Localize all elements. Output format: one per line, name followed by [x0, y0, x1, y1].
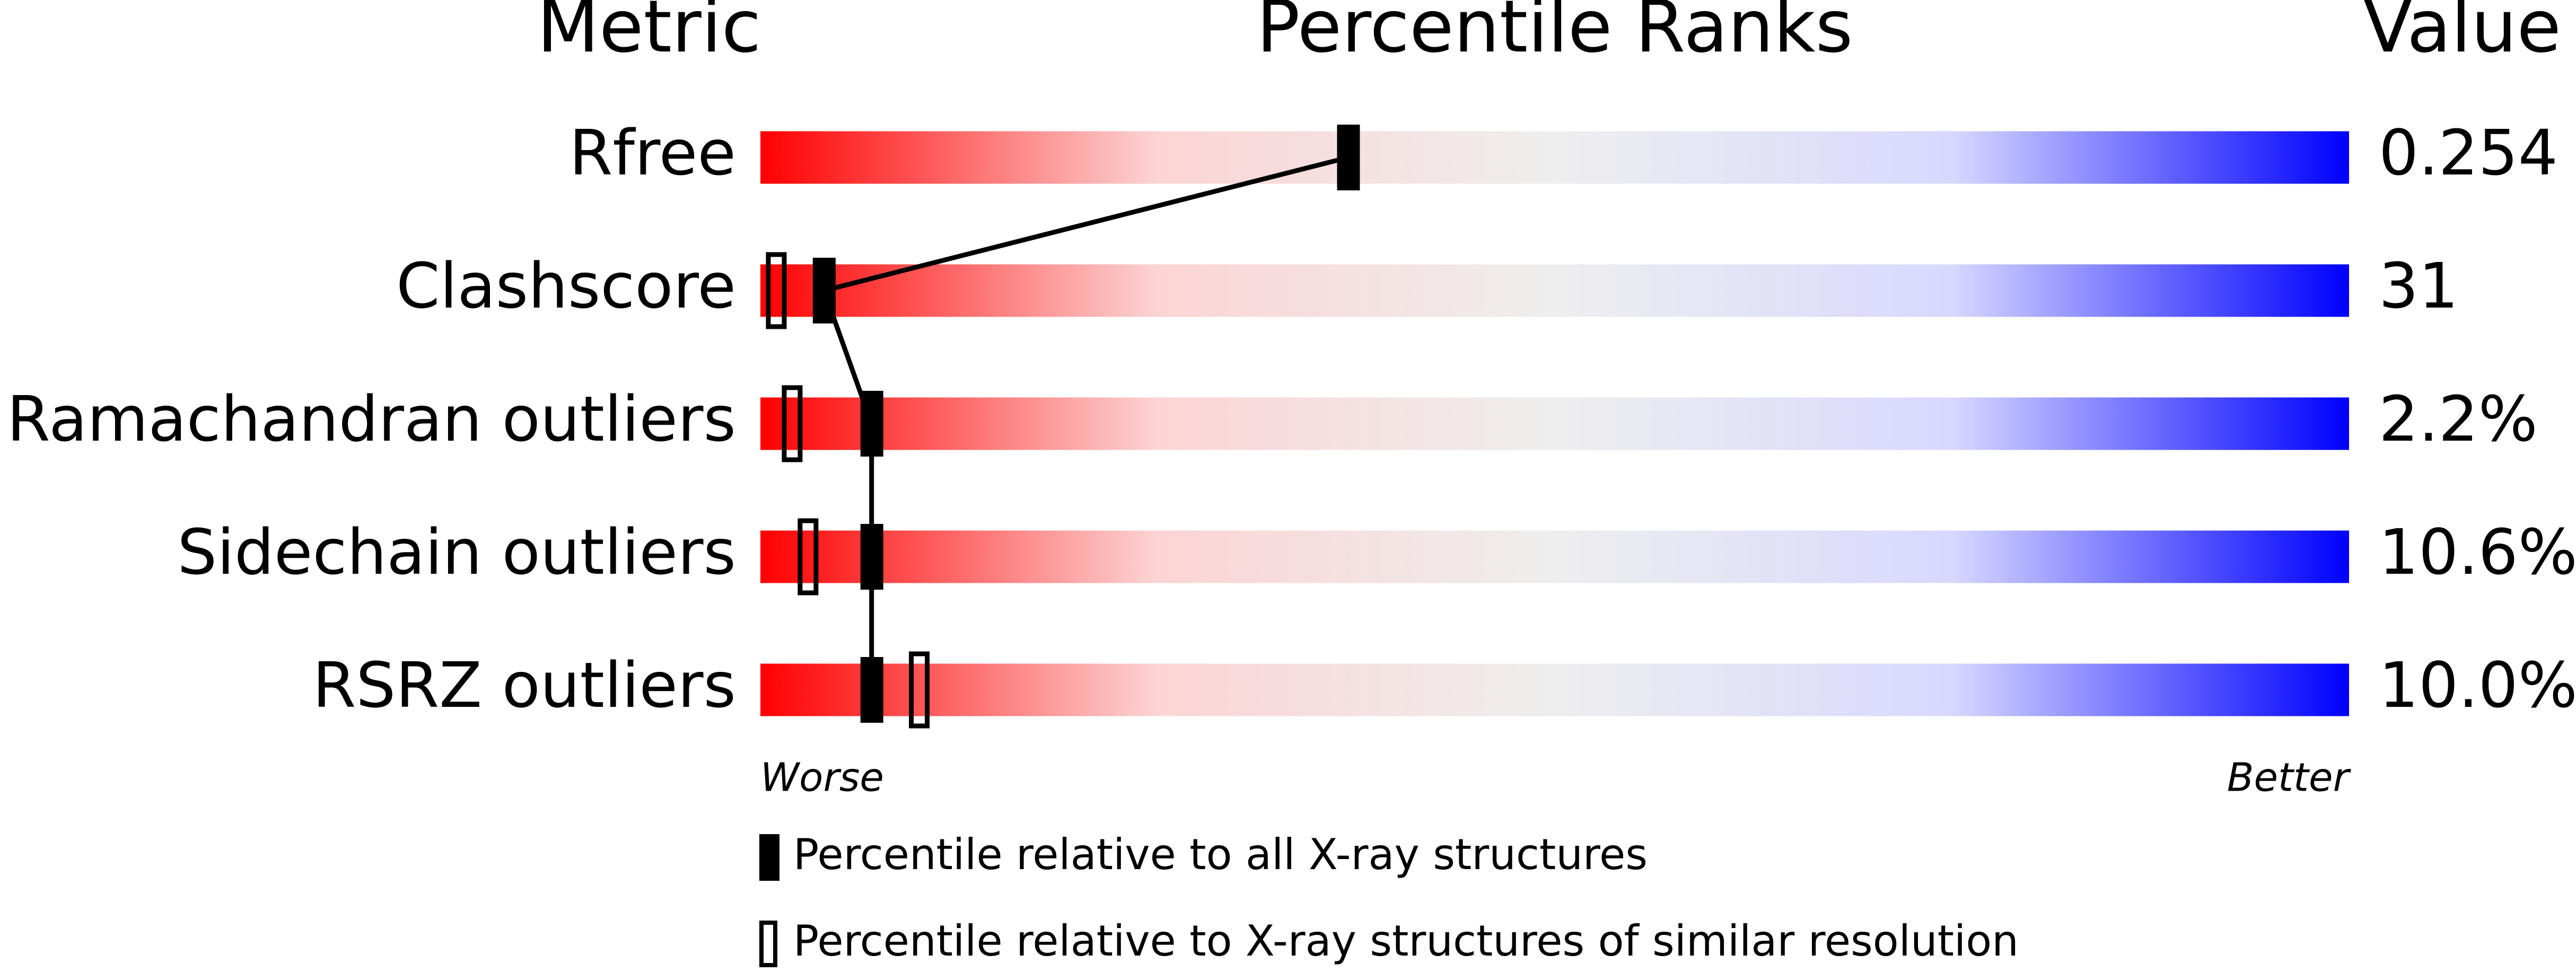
- metric-label: Sidechain outliers: [177, 515, 736, 589]
- metric-value: 2.2%: [2379, 382, 2538, 456]
- metric-header: Metric: [537, 0, 761, 69]
- percentile-marker-open: [782, 385, 803, 462]
- percentile-marker: [1337, 125, 1360, 190]
- legend-marker: [759, 834, 779, 881]
- metric-label: Clashscore: [396, 249, 736, 322]
- metric-value: 31: [2379, 249, 2458, 322]
- percentile-marker: [860, 524, 883, 590]
- metric-value: 0.254: [2379, 116, 2558, 189]
- metric-value: 10.0%: [2379, 649, 2576, 722]
- percentile-marker: [860, 391, 883, 457]
- x-label-low: Worse: [760, 755, 884, 801]
- metric-label: RSRZ outliers: [312, 649, 736, 722]
- metric-label: Rfree: [569, 116, 736, 189]
- x-label-high: Better: [2227, 755, 2352, 801]
- percentile-marker-open: [766, 252, 787, 329]
- legend-label: Percentile relative to X-ray structures …: [793, 916, 2019, 966]
- percentile-marker: [860, 657, 883, 723]
- percentile-bar: [760, 663, 2349, 716]
- percentile-marker: [812, 258, 836, 323]
- metric-value: 10.6%: [2379, 515, 2576, 589]
- percentile-marker-open: [798, 518, 819, 596]
- percentile-marker-open: [909, 651, 930, 729]
- metric-label: Ramachandran outliers: [7, 382, 736, 456]
- chart-title: Percentile Ranks: [1257, 0, 1853, 69]
- percentile-bar: [760, 530, 2349, 583]
- percentile-bar: [760, 264, 2349, 317]
- percentile-bar: [760, 131, 2349, 184]
- value-header: Value: [2363, 0, 2561, 69]
- percentile-bar: [760, 397, 2349, 450]
- legend-marker-open: [759, 921, 777, 967]
- legend-label: Percentile relative to all X-ray structu…: [793, 830, 1648, 879]
